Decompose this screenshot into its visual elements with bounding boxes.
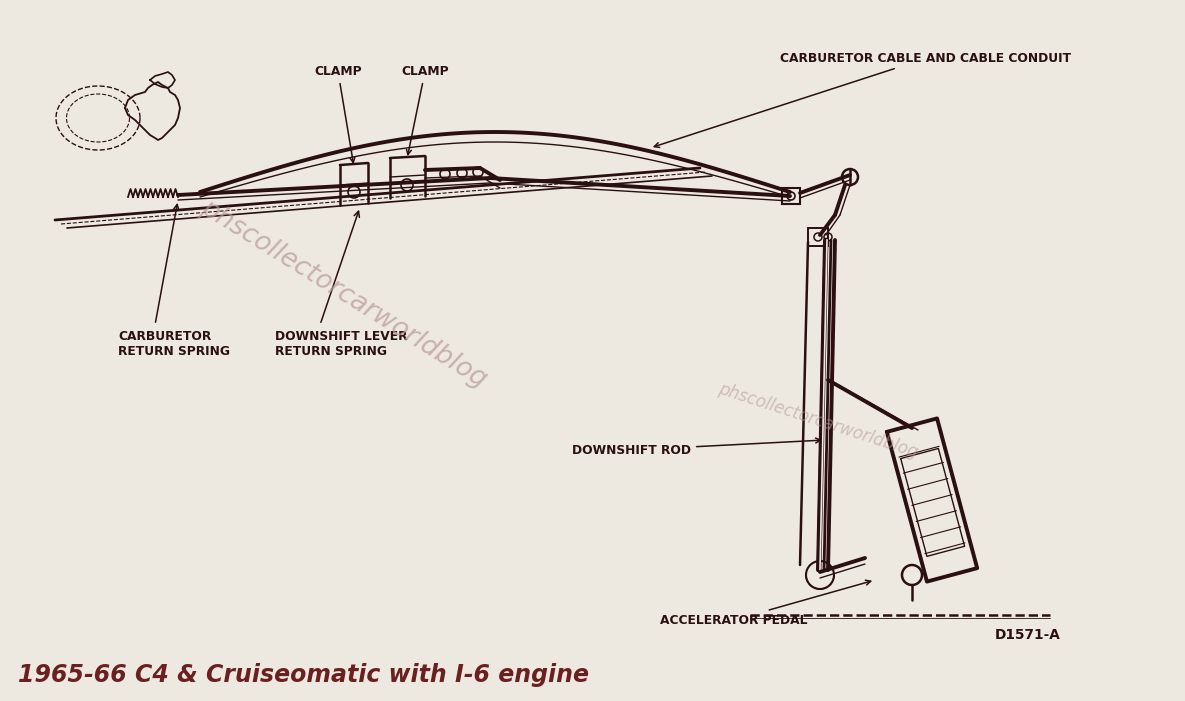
Text: ACCELERATOR PEDAL: ACCELERATOR PEDAL (660, 580, 871, 627)
Text: CARBURETOR CABLE AND CABLE CONDUIT: CARBURETOR CABLE AND CABLE CONDUIT (654, 52, 1071, 147)
Text: DOWNSHIFT ROD: DOWNSHIFT ROD (572, 438, 820, 456)
Text: CLAMP: CLAMP (314, 65, 361, 163)
Text: phscollectorcarworldblog: phscollectorcarworldblog (716, 380, 920, 461)
Text: phscollectorcarworldblog: phscollectorcarworldblog (196, 196, 492, 393)
Text: 1965-66 C4 & Cruiseomatic with I-6 engine: 1965-66 C4 & Cruiseomatic with I-6 engin… (18, 663, 589, 687)
Text: D1571-A: D1571-A (994, 628, 1061, 642)
Text: CARBURETOR
RETURN SPRING: CARBURETOR RETURN SPRING (118, 330, 230, 358)
Text: CLAMP: CLAMP (402, 65, 449, 155)
Text: DOWNSHIFT LEVER
RETURN SPRING: DOWNSHIFT LEVER RETURN SPRING (275, 330, 408, 358)
